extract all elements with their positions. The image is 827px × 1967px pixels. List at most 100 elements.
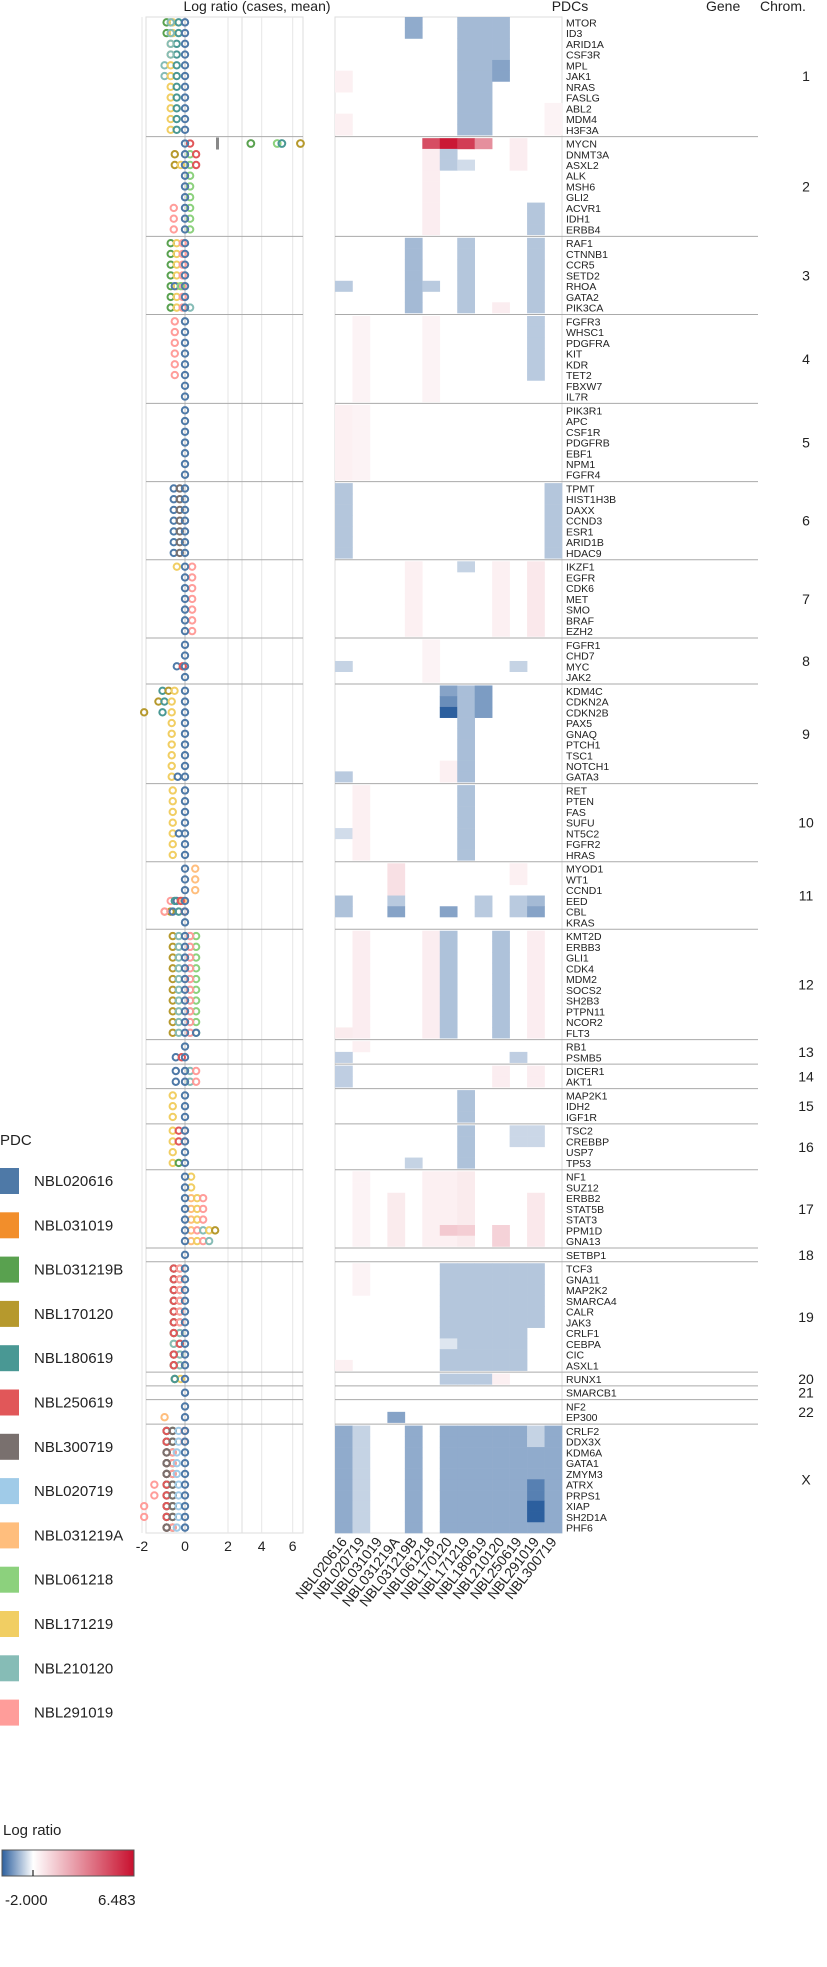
heat-cell bbox=[439, 685, 458, 697]
data-point bbox=[180, 875, 190, 884]
gene-label: TSC1 bbox=[566, 750, 593, 762]
chromosome-label: 3 bbox=[802, 267, 810, 283]
data-point bbox=[180, 193, 190, 202]
gene-label: IGF1R bbox=[566, 1112, 597, 1124]
heat-cell bbox=[527, 572, 545, 584]
heat-cell bbox=[422, 930, 441, 942]
heat-cell bbox=[509, 1447, 528, 1459]
x-tick-label: 0 bbox=[181, 1538, 189, 1554]
gene-label: ZMYM3 bbox=[566, 1469, 603, 1481]
data-point bbox=[168, 807, 177, 817]
heat-cell bbox=[335, 447, 353, 459]
data-point bbox=[180, 1350, 190, 1359]
gene-label: GNAQ bbox=[566, 729, 597, 741]
data-point bbox=[180, 1137, 190, 1146]
heat-cell bbox=[387, 884, 406, 896]
heat-cell bbox=[457, 1316, 475, 1328]
heat-cell bbox=[439, 941, 458, 953]
heat-cell bbox=[457, 1273, 475, 1285]
heat-cell bbox=[439, 1295, 458, 1307]
heat-cell bbox=[527, 224, 545, 236]
data-point bbox=[180, 1183, 190, 1192]
heat-cell bbox=[352, 817, 371, 829]
heat-cell bbox=[335, 515, 353, 527]
gene-label: CALR bbox=[566, 1307, 594, 1319]
heat-cell bbox=[457, 81, 475, 93]
heat-cell bbox=[457, 1090, 475, 1102]
heat-cell bbox=[544, 102, 563, 114]
data-point bbox=[170, 1374, 179, 1384]
gene-label: MYOD1 bbox=[566, 864, 604, 876]
data-point bbox=[171, 1066, 181, 1076]
heat-cell bbox=[404, 27, 423, 39]
heat-cell bbox=[422, 1214, 441, 1226]
heat-cell bbox=[509, 1295, 528, 1307]
heat-cell bbox=[439, 962, 458, 974]
heat-cell bbox=[352, 962, 371, 974]
data-point bbox=[185, 1007, 195, 1016]
heat-cell bbox=[457, 302, 475, 314]
heat-cell bbox=[492, 625, 510, 637]
heat-cell bbox=[335, 1027, 353, 1039]
gene-label: HDAC9 bbox=[566, 548, 602, 560]
heat-cell bbox=[492, 572, 510, 584]
heat-cell bbox=[474, 1436, 493, 1448]
heat-cell bbox=[527, 348, 545, 360]
heat-cell bbox=[439, 1457, 458, 1469]
data-point bbox=[180, 1361, 190, 1370]
gene-label: KIT bbox=[566, 349, 583, 361]
heat-cell bbox=[492, 930, 510, 942]
data-point bbox=[180, 527, 190, 536]
data-point bbox=[180, 896, 190, 906]
data-point bbox=[169, 203, 178, 213]
axis-break-marker bbox=[216, 137, 219, 150]
data-point bbox=[170, 349, 179, 358]
heat-cell bbox=[527, 1436, 545, 1448]
heat-cell bbox=[527, 895, 545, 907]
heat-cell bbox=[387, 1235, 406, 1247]
chromosome-label: 4 bbox=[802, 351, 810, 367]
data-point bbox=[191, 150, 201, 159]
data-point bbox=[191, 885, 200, 895]
heat-cell bbox=[335, 1425, 353, 1437]
data-point bbox=[180, 740, 190, 749]
heat-cell bbox=[509, 863, 528, 875]
data-point bbox=[180, 1512, 190, 1522]
heat-cell bbox=[544, 1500, 563, 1512]
gene-label: STAT5B bbox=[566, 1204, 604, 1216]
data-point bbox=[180, 1007, 190, 1016]
data-point bbox=[180, 985, 190, 995]
heat-cell bbox=[474, 1500, 493, 1512]
data-point bbox=[180, 974, 190, 984]
gene-label: PIK3CA bbox=[566, 303, 603, 315]
heat-cell bbox=[474, 895, 493, 907]
chromosome-label: 17 bbox=[798, 1201, 814, 1217]
data-point bbox=[139, 708, 149, 717]
heat-cell bbox=[387, 1214, 406, 1226]
heat-cell bbox=[439, 1447, 458, 1459]
gene-label: NT5C2 bbox=[566, 828, 599, 840]
heat-cell bbox=[527, 1214, 545, 1226]
data-point bbox=[180, 964, 190, 973]
heat-cell bbox=[439, 1016, 458, 1028]
data-point bbox=[172, 1523, 182, 1532]
gene-label: CEBPA bbox=[566, 1339, 601, 1351]
data-point bbox=[180, 1285, 190, 1295]
heat-cell bbox=[422, 213, 441, 225]
heat-cell bbox=[527, 1522, 545, 1534]
heat-cell bbox=[335, 1447, 353, 1459]
data-point bbox=[185, 139, 195, 148]
heat-cell bbox=[492, 49, 510, 61]
data-point bbox=[185, 974, 195, 984]
data-point bbox=[170, 360, 179, 369]
heat-cell bbox=[439, 952, 458, 964]
heat-cell bbox=[457, 1306, 475, 1318]
data-point bbox=[180, 918, 190, 927]
heat-cell bbox=[457, 1468, 475, 1480]
heat-cell bbox=[335, 660, 353, 672]
data-point bbox=[170, 150, 179, 159]
heat-cell bbox=[457, 795, 475, 807]
heat-cell bbox=[492, 1511, 510, 1523]
gene-label: TPMT bbox=[566, 483, 595, 495]
heat-cell bbox=[439, 1273, 458, 1285]
